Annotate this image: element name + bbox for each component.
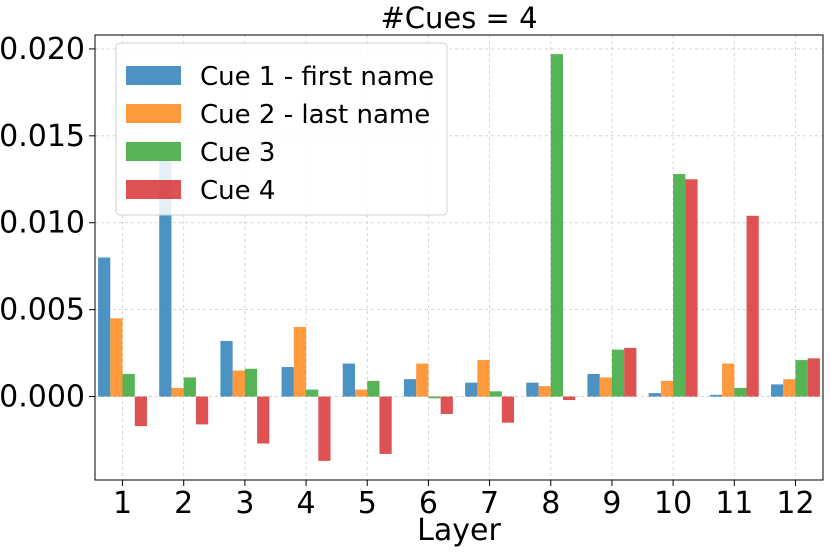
bar: [159, 160, 172, 397]
legend-box: [115, 42, 448, 216]
bar: [110, 318, 123, 397]
bar: [624, 347, 637, 397]
axes-frame: [94, 34, 824, 481]
bar: [685, 179, 698, 397]
bar: [477, 360, 490, 397]
bar: [355, 389, 368, 397]
x-tick-label: 12: [776, 486, 814, 521]
bar: [550, 54, 563, 397]
x-axis-label: Layer: [417, 513, 501, 548]
legend-label: Cue 1 - first name: [200, 62, 434, 92]
x-tick-label: 6: [419, 486, 438, 521]
bar: [232, 370, 245, 397]
x-tick-label: 10: [654, 486, 692, 521]
bar: [722, 363, 735, 397]
bar: [795, 360, 808, 397]
bar: [122, 373, 135, 397]
bar: [183, 377, 196, 397]
bar: [563, 396, 576, 401]
legend-swatch: [126, 104, 181, 123]
bar: [526, 382, 539, 397]
bar: [257, 396, 270, 444]
legend-label: Cue 2 - last name: [200, 100, 430, 130]
bar: [281, 367, 294, 397]
y-tick-label: 0.020: [0, 32, 85, 67]
bar: [220, 340, 233, 397]
bar: [746, 215, 759, 397]
bar: [501, 396, 515, 423]
bar: [379, 396, 392, 454]
y-axis-ticks: 0.000 0.005 0.010 0.015 0.020: [0, 32, 95, 415]
y-tick-label: 0.010: [0, 206, 85, 241]
bar: [709, 394, 723, 397]
bar: [403, 379, 417, 397]
bar: [367, 380, 380, 397]
bar: [306, 389, 319, 397]
bar: [98, 257, 111, 397]
x-tick-label: 7: [480, 486, 499, 521]
bar: [648, 393, 661, 397]
bar: [342, 363, 355, 397]
bar: [318, 396, 331, 461]
legend-swatch: [126, 180, 181, 199]
y-tick-label: 0.015: [0, 119, 85, 154]
y-tick-label: 0.000: [0, 380, 85, 415]
x-tick-label: 3: [235, 486, 254, 521]
x-tick-label: 5: [358, 486, 377, 521]
bar: [465, 382, 478, 397]
y-tick-label: 0.005: [0, 293, 85, 328]
bar: [783, 379, 796, 397]
bar: [489, 391, 502, 397]
bar: [134, 396, 147, 427]
x-tick-label: 11: [715, 486, 753, 521]
bar: [734, 387, 747, 397]
bar: [807, 358, 820, 397]
bars: [98, 54, 820, 461]
bar: [599, 377, 612, 397]
x-tick-label: 8: [541, 486, 560, 521]
bar: [611, 349, 625, 397]
legend-swatch: [126, 66, 181, 85]
legend-swatch: [126, 142, 181, 161]
x-tick-label: 2: [174, 486, 193, 521]
bar: [171, 387, 184, 397]
bar: [428, 396, 441, 399]
legend-label: Cue 4: [200, 176, 275, 206]
x-tick-label: 9: [602, 486, 621, 521]
legend: Cue 1 - first name Cue 2 - last name Cue 3…: [115, 42, 448, 216]
bar: [771, 384, 784, 397]
bar: [244, 368, 258, 397]
bar: [673, 174, 686, 397]
bar: [293, 327, 307, 397]
x-axis-ticks: 1 2 3 4 5 6 7 8 9 10 11 12: [113, 480, 815, 521]
chart-title: #Cues = 4: [380, 1, 537, 35]
legend-label: Cue 3: [200, 138, 275, 168]
bar: [538, 386, 551, 397]
bar: [660, 380, 674, 397]
x-tick-label: 4: [297, 486, 316, 521]
bar: [416, 363, 429, 397]
bar: [440, 396, 453, 414]
bar: [195, 396, 209, 425]
bar: [587, 373, 600, 397]
x-tick-label: 1: [113, 486, 132, 521]
